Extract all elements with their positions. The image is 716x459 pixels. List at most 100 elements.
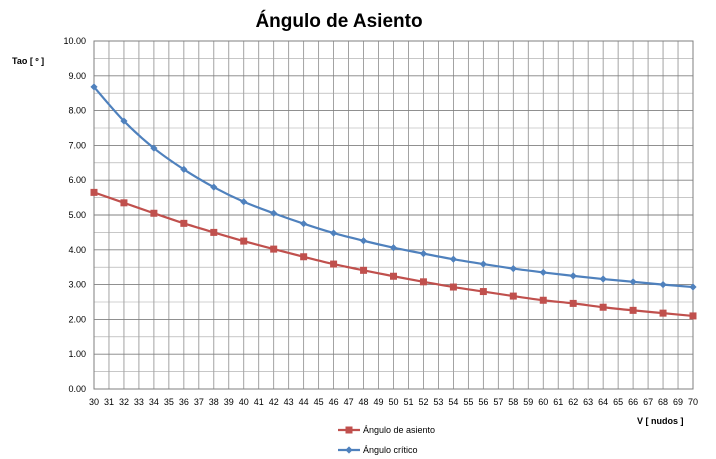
data-point-angulo-critico [270, 209, 278, 217]
data-point-angulo-critico [629, 278, 637, 286]
y-tick-label: 4.00 [68, 245, 86, 255]
x-tick-label: 42 [269, 397, 279, 407]
y-tick-label: 1.00 [68, 349, 86, 359]
x-tick-label: 52 [418, 397, 428, 407]
x-tick-label: 44 [299, 397, 309, 407]
legend-item-angulo-de-asiento: Ángulo de asiento [338, 425, 435, 435]
x-tick-label: 64 [598, 397, 608, 407]
x-tick-label: 50 [388, 397, 398, 407]
x-tick-label: 45 [314, 397, 324, 407]
data-point-angulo-critico [210, 183, 218, 191]
legend-item-angulo-critico: Ángulo crítico [338, 445, 418, 455]
data-point-angulo-de-asiento [479, 288, 487, 296]
y-tick-label: 3.00 [68, 280, 86, 290]
legend-marker [345, 426, 353, 434]
data-point-angulo-critico [359, 237, 368, 245]
data-point-angulo-de-asiento [390, 272, 397, 280]
data-point-angulo-critico [509, 264, 517, 273]
x-tick-label: 69 [673, 397, 683, 407]
data-point-angulo-de-asiento [659, 309, 667, 317]
x-tick-label: 56 [478, 397, 488, 407]
chart-title: Ángulo de Asiento [255, 10, 422, 32]
y-tick-label: 5.00 [68, 210, 86, 220]
data-point-angulo-critico [240, 198, 248, 206]
x-tick-label: 32 [119, 397, 129, 407]
x-tick-label: 35 [164, 397, 174, 407]
x-tick-label: 63 [583, 397, 593, 407]
series-angulo-de-asiento [90, 188, 697, 320]
data-point-angulo-de-asiento [509, 292, 517, 300]
data-point-angulo-critico [689, 283, 697, 291]
x-tick-label: 58 [508, 397, 518, 407]
data-point-angulo-de-asiento [330, 260, 338, 268]
x-tick-label: 65 [613, 397, 623, 407]
data-point-angulo-critico [330, 229, 338, 237]
data-point-angulo-de-asiento [180, 219, 188, 227]
data-point-angulo-critico [419, 250, 428, 258]
data-point-angulo-critico [479, 260, 487, 268]
legend-marker [345, 446, 353, 454]
x-tick-label: 51 [403, 397, 413, 407]
x-tick-label: 41 [254, 397, 264, 407]
x-tick-label: 43 [284, 397, 294, 407]
x-tick-label: 47 [344, 397, 354, 407]
grid [93, 40, 694, 390]
y-tick-label: 2.00 [68, 314, 86, 324]
y-tick-label: 0.00 [68, 384, 86, 394]
data-point-angulo-critico [389, 244, 398, 252]
data-point-angulo-critico [180, 165, 188, 174]
plot-area-border [93, 40, 694, 390]
data-point-angulo-critico [659, 281, 667, 289]
x-tick-label: 33 [134, 397, 144, 407]
series-angulo-critico [90, 83, 697, 291]
data-point-angulo-de-asiento [539, 296, 547, 304]
x-tick-label: 67 [643, 397, 653, 407]
data-point-angulo-de-asiento [360, 266, 368, 274]
y-tick-label: 8.00 [68, 106, 86, 116]
x-tick-label: 53 [433, 397, 443, 407]
x-tick-label: 31 [104, 397, 114, 407]
data-point-angulo-de-asiento [240, 237, 248, 245]
x-ticks: 30 31 32 33 34 35 36 37 38 39 40 41 42 43 44 45 46 47 48 49… [89, 397, 698, 407]
data-point-angulo-de-asiento [689, 312, 697, 320]
legend: Ángulo de asiento Ángulo crítico [338, 425, 435, 455]
x-tick-label: 39 [224, 397, 234, 407]
x-tick-label: 66 [628, 397, 638, 407]
data-point-angulo-de-asiento [629, 306, 637, 314]
x-tick-label: 68 [658, 397, 668, 407]
y-axis-label: Tao [ º ] [12, 56, 44, 66]
x-tick-label: 62 [568, 397, 578, 407]
y-tick-label: 6.00 [68, 175, 86, 185]
legend-label: Ángulo crítico [363, 445, 418, 455]
data-point-angulo-critico [539, 268, 547, 277]
data-point-angulo-de-asiento [150, 209, 158, 217]
data-point-angulo-de-asiento [419, 278, 427, 286]
x-tick-label: 40 [239, 397, 249, 407]
x-tick-label: 59 [523, 397, 533, 407]
data-point-angulo-de-asiento [449, 283, 457, 291]
data-point-angulo-de-asiento [569, 299, 577, 307]
data-point-angulo-critico [569, 272, 577, 280]
x-tick-label: 37 [194, 397, 204, 407]
x-tick-label: 55 [463, 397, 473, 407]
data-point-angulo-critico [449, 255, 457, 263]
x-tick-label: 46 [329, 397, 339, 407]
x-tick-label: 36 [179, 397, 189, 407]
x-tick-label: 70 [688, 397, 698, 407]
data-point-angulo-critico [90, 83, 98, 91]
series-layer [90, 83, 697, 320]
data-point-angulo-de-asiento [599, 303, 607, 311]
data-point-angulo-de-asiento [210, 228, 218, 236]
x-tick-label: 34 [149, 397, 159, 407]
y-tick-label: 7.00 [68, 140, 86, 150]
data-point-angulo-de-asiento [300, 253, 308, 261]
data-point-angulo-critico [150, 144, 158, 152]
data-point-angulo-de-asiento [270, 245, 278, 253]
x-tick-label: 57 [493, 397, 503, 407]
x-tick-label: 60 [538, 397, 548, 407]
legend-label: Ángulo de asiento [363, 425, 435, 435]
data-point-angulo-de-asiento [120, 199, 128, 207]
x-axis-label: V [ nudos ] [637, 416, 684, 426]
data-point-angulo-critico [599, 275, 607, 283]
